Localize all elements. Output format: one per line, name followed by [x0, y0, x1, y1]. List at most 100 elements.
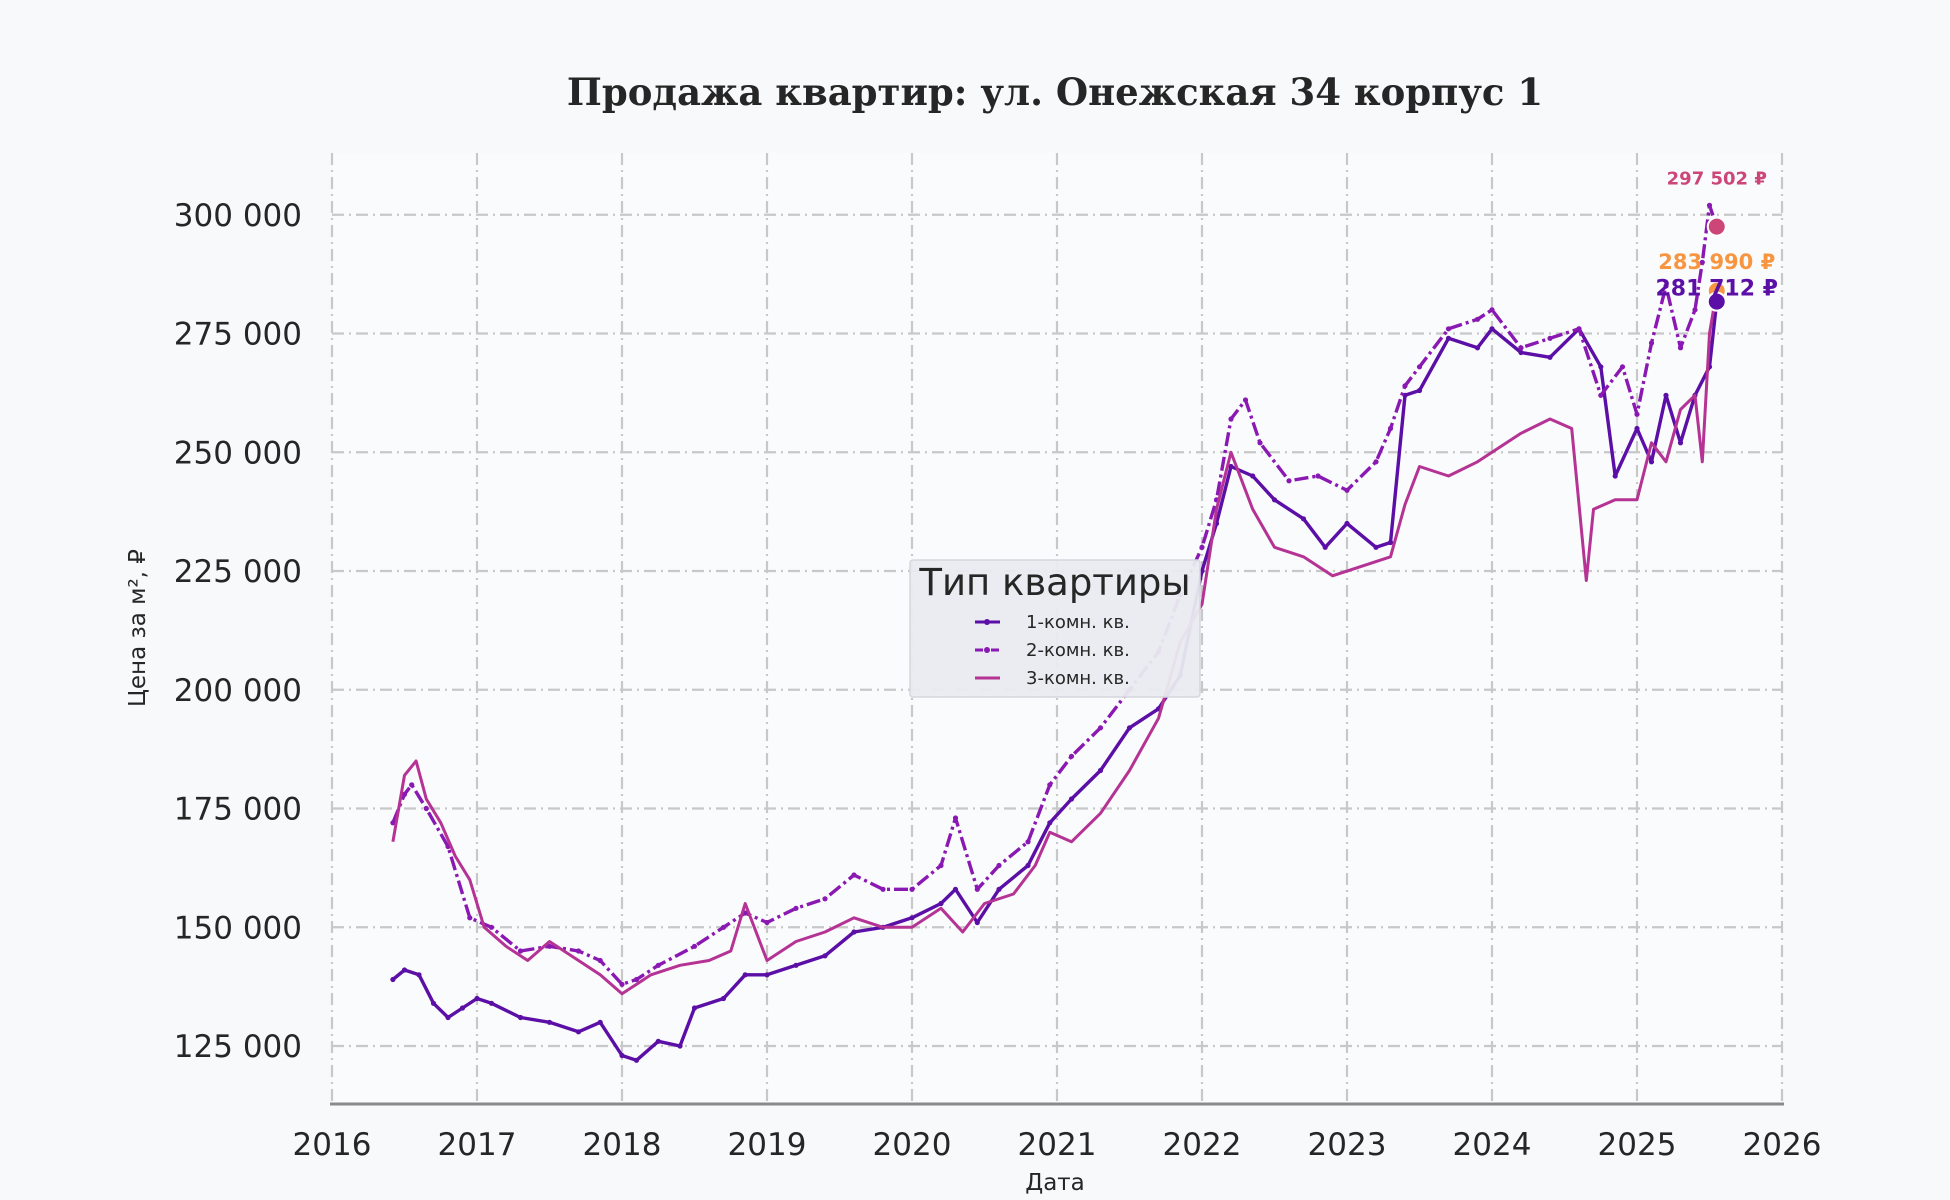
series-1-point — [742, 972, 748, 978]
series-1-point — [1598, 364, 1604, 370]
x-tick-2018: 2018 — [583, 1127, 662, 1163]
legend-title: Тип квартиры — [918, 561, 1190, 604]
series-1-point — [655, 1038, 661, 1044]
series-2-point — [423, 805, 429, 812]
series-1-point — [1271, 497, 1278, 503]
series-2-point — [1663, 283, 1669, 289]
series-1-point — [938, 900, 944, 907]
series-2-point — [401, 791, 408, 797]
series-2-point — [1576, 326, 1582, 332]
series-1-point — [1228, 463, 1234, 470]
y-tick-150000: 150 000 — [174, 910, 302, 946]
series-1-point — [517, 1014, 524, 1021]
series-2-point — [390, 820, 396, 826]
series-2-point — [655, 962, 661, 968]
series-1-point — [720, 995, 727, 1002]
series-1-point — [1025, 862, 1031, 869]
y-tick-275000: 275 000 — [174, 317, 302, 353]
y-tick-300000: 300 000 — [174, 198, 302, 234]
series-2-point — [1598, 392, 1604, 398]
x-tick-2021: 2021 — [1018, 1127, 1097, 1163]
y-tick-125000: 125 000 — [174, 1029, 302, 1065]
series-2-point — [1286, 478, 1292, 484]
y-tick-225000: 225 000 — [174, 554, 302, 590]
series-2-point — [851, 872, 857, 878]
series-2-point — [1344, 487, 1350, 493]
annotation-label-1: 297 502 ₽ — [1667, 169, 1767, 190]
y-tick-250000: 250 000 — [174, 435, 302, 471]
series-1-point — [575, 1029, 582, 1035]
series-1-point — [401, 967, 408, 973]
series-line-3 — [391, 290, 1719, 996]
series-1-point — [952, 886, 959, 892]
legend-marker-2 — [984, 647, 990, 653]
series-1-point — [793, 962, 799, 968]
series-1-point — [1474, 345, 1481, 351]
series-2-point — [1228, 416, 1234, 422]
series-2-point — [1619, 364, 1626, 370]
series-1-point — [1300, 516, 1307, 522]
series-2-point — [1416, 364, 1423, 370]
series-1-point — [445, 1014, 451, 1021]
series-2-point — [1068, 753, 1075, 759]
grid — [330, 153, 1784, 1103]
series-1-point — [1387, 539, 1394, 546]
x-tick-2017: 2017 — [438, 1127, 517, 1163]
series-1-point — [1416, 387, 1423, 394]
series-2-point — [1387, 425, 1394, 432]
series-1-point — [1677, 440, 1684, 446]
series-2-point — [1315, 473, 1321, 479]
series-line-2 — [391, 203, 1719, 986]
series-2-point — [720, 924, 727, 930]
annotation-label-3: 281 712 ₽ — [1656, 277, 1778, 302]
series-1-point — [1518, 349, 1524, 356]
series-2-point — [1257, 440, 1263, 446]
x-axis-label: Дата — [1025, 1170, 1085, 1196]
series-2-point — [1489, 307, 1495, 313]
series-1-point — [691, 1005, 698, 1011]
series-1-point — [1489, 326, 1495, 332]
series-2-point — [1677, 345, 1684, 351]
series-1-point — [597, 1019, 603, 1025]
series-2-point — [1692, 307, 1698, 313]
x-tick-2019: 2019 — [728, 1127, 807, 1163]
series-1-point — [677, 1043, 683, 1049]
series-1-point — [1047, 820, 1053, 826]
series-2-point — [517, 948, 524, 954]
series-1-point — [822, 953, 828, 959]
series-1-point — [474, 995, 480, 1002]
y-tick-labels: 125 000 150 000 175 000 200 000 225 000 250 0… — [174, 198, 302, 1065]
x-tick-2026: 2026 — [1743, 1127, 1822, 1163]
series-1-point — [546, 1019, 553, 1025]
series-1-point — [996, 886, 1002, 892]
series-2-point — [633, 976, 640, 983]
chart-title: Продажа квартир: ул. Онежская 34 корпус … — [567, 70, 1543, 114]
series-2-point — [1199, 544, 1205, 550]
series-1-point — [1126, 725, 1133, 731]
series-2-point — [597, 957, 603, 964]
series-1-point — [1648, 459, 1655, 465]
series-1-point — [390, 976, 396, 983]
series-1-point — [633, 1057, 640, 1063]
x-tick-labels: 2016 2017 2018 2019 2020 2021 2022 2023 2024 2025… — [293, 1127, 1822, 1163]
series-2-point — [488, 924, 495, 930]
x-tick-2024: 2024 — [1453, 1127, 1532, 1163]
series-2-point — [619, 981, 625, 987]
series-2-point — [409, 782, 415, 788]
x-tick-2016: 2016 — [293, 1127, 372, 1163]
legend-marker-1 — [984, 619, 990, 625]
x-tick-2025: 2025 — [1598, 1127, 1677, 1163]
series-2-point — [1242, 397, 1249, 403]
annotation-marker-1 — [1706, 216, 1727, 237]
y-tick-175000: 175 000 — [174, 792, 302, 828]
series-2-point — [1518, 345, 1524, 351]
series-2-point — [1547, 335, 1553, 341]
legend-box — [909, 559, 1201, 698]
series-1-point — [1097, 767, 1104, 774]
series-1-point — [851, 929, 857, 935]
series-2-point — [1634, 411, 1640, 417]
annotation-label-2: 283 990 ₽ — [1658, 250, 1775, 274]
series-2-point — [1402, 383, 1408, 389]
series-1-point — [416, 972, 422, 978]
series-1-point — [909, 915, 915, 921]
